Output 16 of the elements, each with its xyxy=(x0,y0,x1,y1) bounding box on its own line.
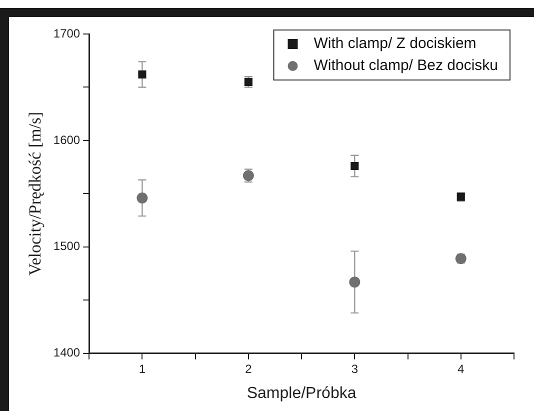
legend-label: With clamp/ Z dociskiem xyxy=(314,35,476,52)
y-tick-label: 1600 xyxy=(53,132,80,147)
y-tick-label: 1500 xyxy=(53,239,80,254)
legend-label: Without clamp/ Bez docisku xyxy=(314,57,498,74)
point xyxy=(138,70,146,78)
x-tick-label: 3 xyxy=(351,362,358,376)
x-tick-label: 1 xyxy=(138,362,146,376)
x-tick-label: 2 xyxy=(245,362,252,376)
point xyxy=(350,162,359,170)
point xyxy=(136,192,148,204)
y-tick-label: 1700 xyxy=(53,26,80,40)
y-axis-title: Velocity/Prędkość [m/s] xyxy=(26,112,45,276)
point xyxy=(349,276,360,288)
x-tick-label: 4 xyxy=(458,362,465,376)
x-axis-title: Sample/Próbka xyxy=(246,384,356,402)
y-tick-label: 1400 xyxy=(53,346,80,360)
